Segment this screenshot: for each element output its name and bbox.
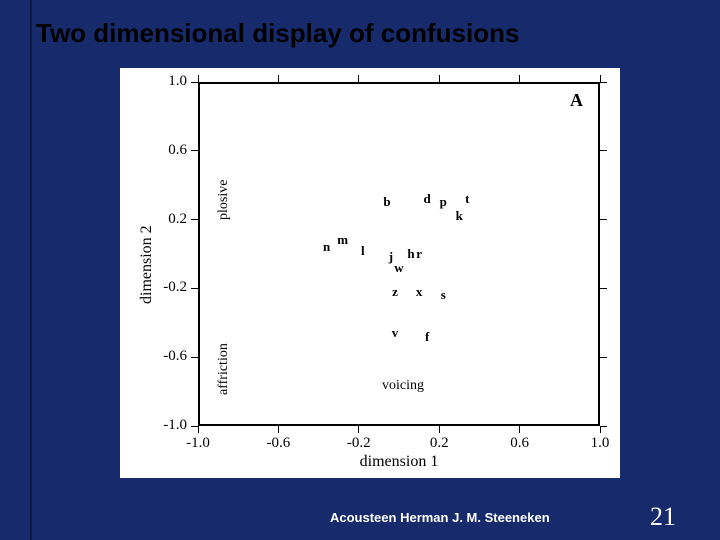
scatter-point: m [337,232,348,248]
x-tick-top [358,75,359,82]
x-tick-label: -0.2 [339,435,379,452]
y-tick-right [600,82,607,83]
scatter-point: w [394,260,403,276]
scatter-point: h [407,246,414,262]
sidebar [0,0,32,540]
y-tick-right [600,219,607,220]
slide: Two dimensional display of confusions -1… [0,0,720,540]
x-tick [198,426,199,433]
scatter-point: d [424,191,431,207]
x-tick [358,426,359,433]
y-annotation: plosive [216,179,232,219]
y-tick [191,288,198,289]
y-tick [191,150,198,151]
x-tick-top [519,75,520,82]
chart-panel: -1.0-0.6-0.20.20.61.0-1.0-0.6-0.20.20.61… [120,68,620,478]
x-tick-label: -0.6 [258,435,298,452]
x-tick-top [439,75,440,82]
slide-title: Two dimensional display of confusions [36,18,700,49]
x-tick [278,426,279,433]
y-tick-right [600,288,607,289]
panel-label: A [570,90,583,111]
x-tick-label: 0.2 [419,435,459,452]
page-number: 21 [650,502,676,532]
y-tick [191,426,198,427]
y-tick-right [600,426,607,427]
scatter-point: p [440,194,447,210]
y-axis-right [598,82,600,426]
scatter-point: z [392,284,398,300]
y-tick-label: -1.0 [120,417,187,434]
footer-credit: Acousteen Herman J. M. Steeneken [330,510,550,525]
scatter-point: s [441,287,446,303]
scatter-point: x [416,284,423,300]
scatter-point: f [425,329,429,345]
scatter-point: k [456,208,463,224]
y-tick [191,219,198,220]
x-axis-top [198,82,600,84]
scatter-point: t [465,191,469,207]
y-annotation: affriction [216,343,232,395]
scatter-point: j [389,249,393,265]
y-tick [191,357,198,358]
x-tick [519,426,520,433]
y-tick-label: 0.6 [120,142,187,159]
scatter-point: v [392,325,399,341]
plot-area [198,82,600,426]
y-tick [191,82,198,83]
scatter-point: r [416,246,422,262]
y-tick-label: -0.6 [120,348,187,365]
y-tick-label: 1.0 [120,73,187,90]
y-tick-right [600,150,607,151]
x-tick [600,426,601,433]
x-tick-label: -1.0 [178,435,218,452]
x-annotation: voicing [363,378,443,394]
scatter-chart: -1.0-0.6-0.20.20.61.0-1.0-0.6-0.20.20.61… [120,68,620,478]
y-tick-right [600,357,607,358]
scatter-point: l [361,243,365,259]
x-tick-top [278,75,279,82]
x-tick [439,426,440,433]
scatter-point: b [383,194,390,210]
scatter-point: n [323,239,330,255]
y-axis [198,82,200,426]
x-axis [198,424,600,426]
x-axis-title: dimension 1 [339,453,459,471]
y-axis-title: dimension 2 [138,225,156,304]
x-tick-label: 1.0 [580,435,620,452]
x-tick-label: 0.6 [500,435,540,452]
